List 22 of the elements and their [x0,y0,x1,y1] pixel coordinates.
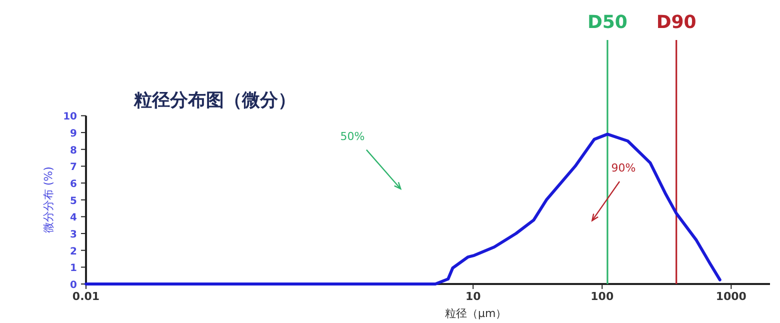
annotation: 50% [340,130,365,143]
annotation: 90% [611,162,636,175]
y-axis-title: 微分分布 (%) [42,166,55,234]
x-tick-label: 100 [590,290,614,303]
x-tick-label: 0.01 [72,290,100,303]
x-tick-label: 1000 [716,290,747,303]
y-tick-label: 5 [70,196,78,207]
y-tick-label: 7 [70,162,78,174]
y-tick-label: 4 [70,212,78,224]
ref-line-label: D90 [656,12,696,33]
y-tick-label: 6 [70,179,78,190]
y-tick-label: 1 [70,263,78,274]
ref-line-label: D50 [587,12,628,33]
x-axis-title: 粒径（μm） [445,307,507,320]
y-tick-label: 10 [63,112,78,123]
text: 粒径分布图（微分） [133,90,296,111]
y-tick-label: 2 [70,246,78,258]
y-tick-label: 3 [70,230,78,241]
x-tick-label: 10 [465,290,482,303]
y-tick-label: 8 [70,145,78,156]
y-tick-label: 0 [70,280,78,291]
y-tick-label: 9 [70,128,78,140]
